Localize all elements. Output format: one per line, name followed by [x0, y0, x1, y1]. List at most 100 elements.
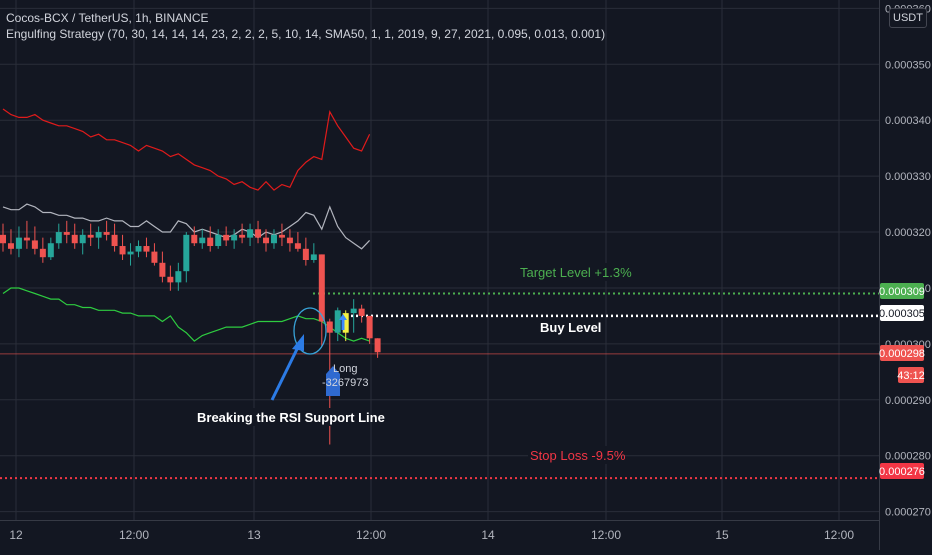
rsi-note-text: Breaking the RSI Support Line: [197, 410, 385, 425]
candle-body: [0, 234, 6, 244]
rsi-highlight-ellipse: [293, 307, 327, 355]
buy-label-box: [538, 318, 594, 336]
time-tick-label: 15: [715, 528, 729, 542]
price-tick-label: 0.000350: [885, 59, 931, 71]
countdown-tag: [898, 367, 924, 383]
target-price-tag: [880, 283, 924, 299]
price-axis[interactable]: 0.0002700.0002800.0002900.0003000.000310…: [885, 3, 931, 518]
time-tick-label: 12: [9, 528, 23, 542]
candle-body: [199, 237, 206, 244]
price-tick-label: 0.000270: [885, 507, 931, 519]
candle-body: [143, 246, 150, 252]
long-signal-arrow-icon: [339, 314, 347, 330]
candle-body: [278, 234, 285, 238]
candle-body: [239, 234, 246, 238]
candle-body: [286, 237, 293, 244]
time-tick-label: 12:00: [591, 528, 621, 542]
countdown-text: 43:12: [897, 370, 925, 382]
price-tick-label: 0.000320: [885, 227, 931, 239]
candle-body: [191, 234, 198, 244]
candle-body: [55, 232, 62, 244]
candle-body: [175, 271, 182, 283]
time-tick-label: 12:00: [119, 528, 149, 542]
time-axis[interactable]: 12 12:00 13 12:00 14 12:00 15 12:00: [9, 528, 854, 542]
price-tick-label: 0.000340: [885, 115, 931, 127]
candle-body: [302, 248, 309, 260]
candles: [0, 220, 381, 445]
candle-body: [350, 308, 357, 314]
chart-legend: Cocos-BCX / TetherUS, 1h, BINANCE Engulf…: [6, 10, 605, 42]
price-tick-label: 0.000330: [885, 171, 931, 183]
candle-body: [135, 246, 142, 252]
candle-body: [119, 246, 126, 255]
candle-body: [374, 338, 381, 353]
candle-body: [111, 234, 118, 247]
grid-lines: [0, 0, 880, 550]
rsi-arrow-head-icon: [292, 334, 304, 351]
candle-body: [127, 251, 134, 255]
level-lines: [0, 292, 879, 480]
long-signal-label: Long: [333, 363, 357, 375]
candle-body: [183, 234, 190, 272]
candle-body: [294, 243, 301, 249]
candle-body: [247, 229, 254, 238]
candle-body: [318, 254, 325, 322]
time-tick-label: 12:00: [356, 528, 386, 542]
band-upper-line: [2, 108, 371, 191]
stop-loss-label: Stop Loss -9.5%: [530, 448, 626, 463]
candle-body: [342, 313, 349, 333]
candle-body: [79, 234, 86, 244]
long-signal-value: -3267973: [322, 377, 369, 389]
price-tags: 0.000309 0.000305 0.000298 43:12 0.00027…: [879, 283, 925, 479]
candle-body: [151, 251, 158, 263]
currency-button[interactable]: USDT: [889, 8, 927, 28]
candle-body: [71, 234, 78, 244]
indicator-title: Engulfing Strategy (70, 30, 14, 14, 14, …: [6, 27, 606, 41]
candle-body: [87, 234, 94, 238]
candle-body: [31, 240, 38, 249]
band-lower-line: [2, 287, 370, 342]
time-tick-label: 14: [481, 528, 495, 542]
buy-price-tag: [880, 305, 924, 321]
time-tick-label: 13: [247, 528, 261, 542]
annotations: Long -3267973 Breaking the RSI Support L…: [195, 263, 632, 464]
candle-body: [255, 229, 262, 238]
candle-body: [95, 232, 102, 238]
long-signal-flag-icon: [326, 366, 340, 396]
candle-body: [223, 234, 230, 241]
buy-price-tag-text: 0.000305: [879, 308, 925, 320]
candle-body: [207, 237, 214, 247]
candle-body: [7, 243, 14, 249]
last-price-tag: [880, 345, 924, 361]
candle-body: [326, 321, 333, 333]
target-price-tag-text: 0.000309: [879, 286, 925, 298]
candle-body: [159, 262, 166, 277]
candle-body: [23, 237, 30, 241]
candle-body: [358, 308, 365, 316]
candle-body: [15, 237, 22, 249]
price-tick-label: 0.000280: [885, 451, 931, 463]
candle-body: [39, 248, 46, 258]
candle-body: [47, 243, 54, 258]
indicator-bands: [2, 108, 371, 342]
symbol-title: Cocos-BCX / TetherUS, 1h, BINANCE: [6, 11, 209, 25]
target-level-label: Target Level +1.3%: [520, 265, 632, 280]
rsi-note-box: [195, 408, 363, 426]
stop-price-tag-text: 0.000276: [879, 466, 925, 478]
candle-body: [103, 232, 110, 235]
candle-body: [366, 315, 373, 339]
candle-body: [310, 254, 317, 260]
stop-label-box: [528, 446, 616, 464]
candle-body: [63, 232, 70, 235]
buy-level-label: Buy Level: [540, 320, 601, 335]
rsi-arrow: [270, 342, 302, 401]
candle-body: [270, 234, 277, 244]
band-middle-line: [2, 203, 371, 250]
candle-body: [167, 276, 174, 283]
price-tick-label: 0.000290: [885, 395, 931, 407]
candle-body: [231, 234, 238, 241]
last-price-tag-text: 0.000298: [879, 348, 925, 360]
candle-body: [215, 234, 222, 247]
